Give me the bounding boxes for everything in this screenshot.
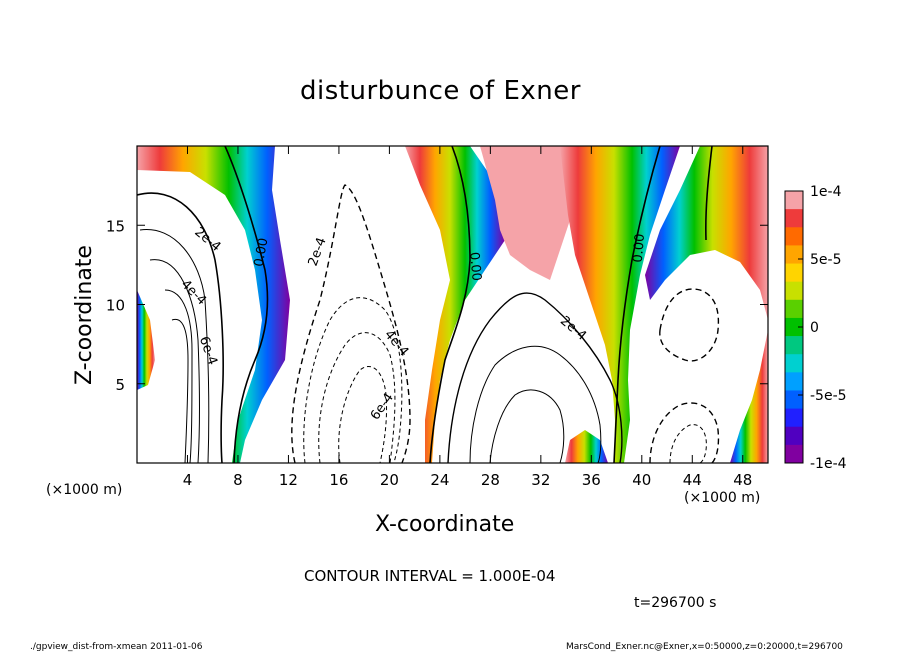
contour-label: 6e-4 xyxy=(368,391,397,424)
contour-negative-1 xyxy=(291,184,411,463)
colorbar-swatch xyxy=(785,245,803,265)
colorbar-swatch xyxy=(785,281,803,301)
colorbar-swatch xyxy=(785,209,803,228)
contour-negative-right-1 xyxy=(659,288,720,362)
contour-positive-left-4 xyxy=(164,289,193,463)
x-tick-label: 28 xyxy=(481,471,500,489)
colorbar-swatch xyxy=(785,299,803,319)
x-tick-label: 44 xyxy=(683,471,702,489)
chart-title: disturbunce of Exner xyxy=(300,76,581,106)
colorbar-tick-label: -5e-5 xyxy=(810,388,847,404)
colorbar-swatch xyxy=(785,263,803,283)
colorbar-tick-label: 1e-4 xyxy=(810,184,842,200)
contour-label: 2e-4 xyxy=(191,225,223,255)
x-tick-label: 4 xyxy=(183,471,193,489)
x-axis-label: X-coordinate xyxy=(375,512,515,537)
contour-negative-4 xyxy=(338,365,388,463)
colorbar-swatch xyxy=(785,191,803,210)
x-axis-ticks: 4 8 12 16 20 24 28 32 36 40 44 48 xyxy=(183,146,752,489)
x-tick-label: 32 xyxy=(531,471,550,489)
y-tick-label: 10 xyxy=(106,297,125,315)
x-unit-label-left: (×1000 m) xyxy=(46,482,123,498)
contour-interval: CONTOUR INTERVAL = 1.000E-04 xyxy=(304,567,556,585)
contour-positive-left-3 xyxy=(149,259,200,463)
contour-label: 0.00 xyxy=(252,237,272,268)
colorbar-swatch xyxy=(785,317,803,337)
contour-label: 4e-4 xyxy=(381,327,411,359)
contour-positive-mid-1 xyxy=(447,292,623,463)
contour-negative-right-2 xyxy=(649,402,720,463)
x-tick-label: 12 xyxy=(279,471,298,489)
contour-label: 6e-4 xyxy=(196,335,220,368)
contour-zero-right xyxy=(613,146,661,463)
colorbar-swatch xyxy=(785,444,803,464)
plume-left-edge xyxy=(137,290,155,390)
contour-zero-far-right xyxy=(705,146,713,241)
contour-label: 0.00 xyxy=(631,233,648,263)
contour-label: 4e-4 xyxy=(178,277,209,308)
colorbar-swatch xyxy=(785,354,803,373)
colorbar-swatch xyxy=(785,372,803,391)
x-unit-label-right: (×1000 m) xyxy=(684,490,761,506)
contour-zero-middle xyxy=(429,146,471,463)
plume-2 xyxy=(405,146,505,463)
contour-zero-left xyxy=(224,146,269,463)
plume-4-lower xyxy=(730,330,768,463)
colorbar-tick-label: 5e-5 xyxy=(810,252,841,268)
x-tick-label: 48 xyxy=(733,471,752,489)
footer-right: MarsCond_Exner.nc@Exner,x=0:50000,z=0:20… xyxy=(566,642,843,652)
contour-lines xyxy=(137,146,720,463)
colorbar-swatch xyxy=(785,426,803,446)
colorbar-swatch xyxy=(785,408,803,428)
contour-positive-left-5 xyxy=(171,318,189,463)
footer-left: ./gpview_dist-from-xmean 2011-01-06 xyxy=(30,642,203,652)
y-tick-label: 15 xyxy=(106,217,125,235)
x-tick-label: 40 xyxy=(632,471,651,489)
contour-positive-mid-3 xyxy=(489,389,565,463)
contour-label: 2e-4 xyxy=(306,236,330,269)
contour-label: 0.00 xyxy=(466,251,483,281)
colorbar-swatch xyxy=(785,336,803,355)
x-tick-label: 20 xyxy=(380,471,399,489)
plume-3 xyxy=(560,146,680,463)
colorbar-tick-label: -1e-4 xyxy=(810,456,847,472)
y-tick-label: 5 xyxy=(115,376,125,394)
contour-negative-right-3 xyxy=(669,424,707,463)
contour-negative-3 xyxy=(318,332,396,463)
x-tick-label: 16 xyxy=(329,471,348,489)
contour-positive-left-1 xyxy=(137,192,224,463)
contour-positive-mid-2 xyxy=(469,345,602,463)
contour-positive-left-2 xyxy=(139,229,210,463)
colorbar-tick-label: 0 xyxy=(810,320,819,336)
x-tick-label: 24 xyxy=(430,471,449,489)
y-axis-label: Z-coordinate xyxy=(72,245,97,385)
time-stamp: t=296700 s xyxy=(634,595,717,611)
y-axis-ticks: 5 10 15 xyxy=(106,217,768,394)
plume-1 xyxy=(137,146,290,463)
x-tick-label: 8 xyxy=(233,471,243,489)
colorbar-swatch xyxy=(785,227,803,246)
bottom-blob xyxy=(565,430,608,463)
colorbar: 1e-4 5e-5 0 -5e-5 -1e-4 xyxy=(784,184,847,472)
colorbar-swatch xyxy=(785,390,803,410)
x-tick-label: 36 xyxy=(582,471,601,489)
